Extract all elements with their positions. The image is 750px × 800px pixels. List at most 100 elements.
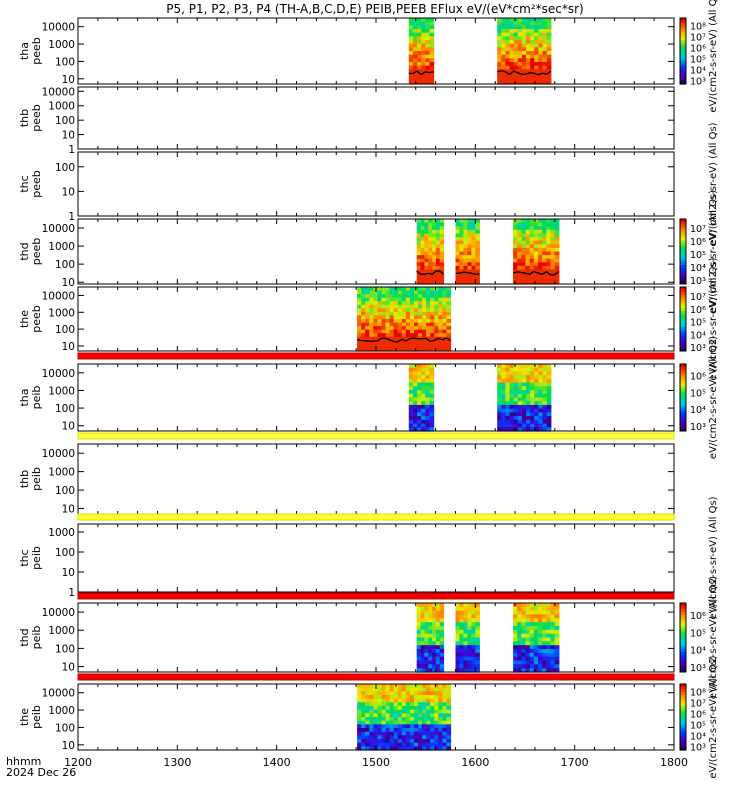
- panel-frame: [77, 523, 675, 593]
- data-interval: [408, 364, 435, 432]
- y-tick-label: 100: [55, 259, 75, 271]
- colorbar-tick-label: 10⁴: [690, 263, 706, 274]
- data-interval: [497, 364, 552, 432]
- panel-ylabel: peib: [30, 386, 43, 410]
- panel-ylabel: thc: [18, 175, 31, 192]
- colorbar-tick-label: 10⁷: [690, 33, 706, 44]
- colorbar-tick-label: 10³: [690, 77, 706, 88]
- y-tick-label: 1: [68, 211, 75, 223]
- quality-flag-bar: [77, 592, 675, 600]
- y-tick-label: 1000: [48, 625, 75, 637]
- x-tick-label: 1200: [64, 756, 92, 769]
- colorbar-frame: [679, 17, 687, 85]
- panel-frame: [77, 17, 675, 85]
- colorbar-tick-label: 10⁶: [690, 710, 706, 721]
- panel-ylabel: peib: [30, 546, 43, 570]
- y-tick-label: 1000: [48, 527, 75, 539]
- colorbar-label: eV/(cm2-s-sr-eV) (All Qs): [708, 190, 719, 313]
- colorbar-tick-label: 10⁸: [690, 688, 706, 699]
- data-interval: [416, 219, 445, 285]
- y-tick-label: 10: [62, 130, 75, 142]
- y-tick-label: 1000: [48, 467, 75, 479]
- panel-thb-peeb: 1 10 100 1000 10000 thb peeb: [18, 86, 675, 156]
- colorbar-label: eV/(cm2-s-sr-eV) (All Qs): [708, 122, 719, 245]
- sc-potential-line: [416, 270, 444, 275]
- panel-ylabel: peeb: [30, 170, 43, 198]
- y-tick-label: 10: [62, 186, 75, 198]
- quality-flag-bar: [77, 352, 675, 360]
- panel-frame: [77, 363, 675, 432]
- colorbar-tick-label: 10⁵: [690, 388, 706, 399]
- data-interval: [497, 18, 552, 85]
- x-tick-label: 1700: [561, 756, 589, 769]
- colorbar-label: eV/(cm2-s-sr-eV) (All Qs): [708, 496, 719, 619]
- panel-frame: [77, 151, 675, 217]
- panel-ylabel: peib: [30, 705, 43, 729]
- colorbar-frame: [679, 218, 687, 285]
- y-tick-label: 10: [62, 503, 75, 515]
- y-tick-label: 100: [55, 643, 75, 655]
- colorbar-tick-label: 10³: [690, 276, 706, 287]
- colorbar-label: eV/(cm2-s-sr-eV) (All Qs): [708, 257, 719, 380]
- x-tick-label: 1600: [461, 756, 489, 769]
- colorbar-tick-label: 10⁴: [690, 732, 706, 743]
- colorbar-tick-label: 10⁶: [690, 611, 706, 622]
- y-tick-label: 10000: [42, 368, 75, 380]
- data-interval: [357, 684, 452, 751]
- colorbar-frame: [679, 683, 687, 751]
- y-tick-label: 1000: [48, 39, 75, 51]
- quality-flag-bar: [77, 432, 675, 440]
- colorbar: 10³ 10⁴ 10⁵ 10⁶: [679, 363, 706, 433]
- panel-ylabel: peeb: [30, 104, 43, 132]
- colorbar-tick-label: 10⁵: [690, 318, 706, 329]
- panel-ylabel: peib: [30, 467, 43, 491]
- x-axis-label: hhmm: [6, 755, 41, 768]
- panel-ylabel: peeb: [30, 37, 43, 65]
- y-tick-label: 100: [55, 485, 75, 497]
- colorbar-frame: [679, 286, 687, 352]
- y-tick-label: 100: [55, 722, 75, 734]
- y-tick-label: 10000: [42, 607, 75, 619]
- panel-thc-peib: 1 10 100 1000 thc peib eV/(cm2-s-sr-eV) (All Q…: [18, 496, 719, 619]
- y-tick-label: 10: [62, 277, 75, 289]
- quality-flag-bar: [77, 513, 675, 521]
- y-tick-label: 100: [55, 56, 75, 68]
- data-interval: [455, 219, 480, 285]
- colorbar-tick-label: 10³: [690, 743, 706, 754]
- colorbar: 10³ 10⁴ 10⁵ 10⁶: [679, 602, 706, 674]
- panel-frame: [77, 602, 675, 673]
- panel-frame: [77, 443, 675, 515]
- colorbar-frame: [679, 602, 687, 673]
- panel-ylabel: the: [18, 708, 31, 726]
- y-tick-label: 10000: [42, 290, 75, 302]
- y-tick-label: 10000: [42, 223, 75, 235]
- y-tick-label: 10000: [42, 448, 75, 460]
- x-tick-label: 1400: [263, 756, 291, 769]
- y-tick-label: 10: [62, 421, 75, 433]
- panel-thc-peeb: 1 10 100 thc peeb eV/(cm2-s-sr-eV) (All Qs): [18, 122, 719, 245]
- y-tick-label: 1000: [48, 385, 75, 397]
- colorbar-label: eV/(cm2-s-sr-eV) (All Qs): [708, 0, 719, 113]
- data-interval: [356, 287, 452, 352]
- sc-potential-line: [356, 337, 451, 343]
- colorbar-tick-label: 10³: [690, 422, 706, 433]
- y-tick-label: 10: [62, 74, 75, 86]
- data-interval: [512, 219, 560, 285]
- colorbar-tick-label: 10⁵: [690, 55, 706, 66]
- colorbar-tick-label: 10³: [690, 343, 706, 354]
- panel-ylabel: tha: [18, 388, 31, 406]
- panel-thb-peib: 10 100 1000 10000 thb peib: [18, 432, 675, 515]
- y-tick-label: 1000: [48, 307, 75, 319]
- colorbar-tick-label: 10⁷: [690, 224, 706, 235]
- colorbar-label: eV/(cm2-s-sr-eV) (All Qs): [708, 655, 719, 778]
- colorbar-tick-label: 10⁸: [690, 22, 706, 33]
- y-tick-label: 10000: [42, 688, 75, 700]
